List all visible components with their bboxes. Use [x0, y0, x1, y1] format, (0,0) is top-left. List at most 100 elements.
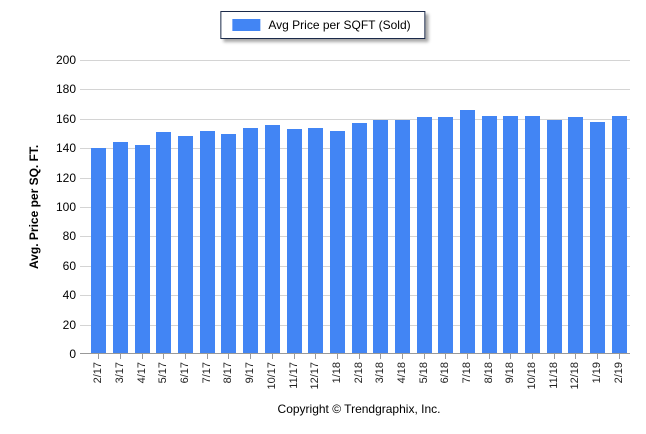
bar-slot-1/18	[327, 60, 349, 354]
x-tick-label-9/17: 9/17	[244, 362, 257, 384]
x-tick-slot-6/17	[175, 354, 197, 359]
x-tick-slot-11/18	[543, 354, 565, 359]
x-tick-label-7/17: 7/17	[200, 362, 213, 384]
legend: Avg Price per SQFT (Sold)	[220, 11, 426, 39]
x-tick-9/18	[510, 354, 512, 359]
bar-9/17	[243, 127, 259, 354]
bar-8/18	[481, 115, 497, 354]
x-label-slot-3/17: 3/17	[110, 362, 132, 383]
y-tick-label-140: 140	[55, 141, 76, 156]
x-tick-label-9/18: 9/18	[504, 362, 517, 384]
x-tick-label-4/18: 4/18	[395, 362, 408, 384]
bar-slot-8/17	[218, 60, 240, 354]
x-tick-slot-9/17	[240, 354, 262, 359]
x-label-slot-10/18: 10/18	[522, 362, 544, 390]
bar-7/18	[460, 109, 476, 354]
x-tick-slot-10/17	[262, 354, 284, 359]
x-label-slot-12/17: 12/17	[305, 362, 327, 390]
x-tick-label-1/19: 1/19	[591, 362, 604, 384]
x-tick-slot-2/18	[348, 354, 370, 359]
x-label-slot-5/17: 5/17	[153, 362, 175, 383]
x-tick-slot-12/18	[565, 354, 587, 359]
x-tick-11/17	[293, 354, 295, 359]
bar-slot-7/18	[457, 60, 479, 354]
x-label-slot-9/17: 9/17	[240, 362, 262, 383]
bar-8/17	[221, 133, 237, 354]
x-label-slot-8/18: 8/18	[478, 362, 500, 383]
x-tick-3/17	[120, 354, 122, 359]
bar-slot-1/19	[587, 60, 609, 354]
bar-slot-6/17	[175, 60, 197, 354]
x-tick-label-2/17: 2/17	[92, 362, 105, 384]
bar-5/17	[156, 132, 172, 354]
x-tick-2/17	[98, 354, 100, 359]
x-tick-1/19	[597, 354, 599, 359]
x-tick-label-10/17: 10/17	[265, 362, 278, 390]
bar-7/17	[199, 130, 215, 354]
x-tick-slot-3/17	[110, 354, 132, 359]
bar-6/18	[438, 117, 454, 354]
bar-slot-10/17	[262, 60, 284, 354]
x-tick-12/18	[575, 354, 577, 359]
y-tick-label-200: 200	[55, 53, 76, 67]
x-axis-line	[80, 353, 630, 354]
x-tick-11/18	[553, 354, 555, 359]
bar-slot-5/17	[153, 60, 175, 354]
x-tick-slot-1/18	[327, 354, 349, 359]
bar-slot-4/17	[131, 60, 153, 354]
bar-6/17	[178, 136, 194, 354]
x-tick-6/18	[445, 354, 447, 359]
bar-slot-12/17	[305, 60, 327, 354]
x-axis-labels: 2/17 3/17 4/17 5/17 6/17 7/17 8/17 9/17 10/17 11/…	[88, 362, 630, 390]
x-tick-10/18	[532, 354, 534, 359]
bar-slot-12/18	[565, 60, 587, 354]
x-tick-slot-2/19	[609, 354, 631, 359]
y-tick-label-40: 40	[62, 288, 76, 303]
x-tick-5/18	[423, 354, 425, 359]
x-tick-slot-5/17	[153, 354, 175, 359]
x-tick-label-7/18: 7/18	[461, 362, 474, 384]
x-tick-slot-11/17	[283, 354, 305, 359]
x-tick-label-4/17: 4/17	[135, 362, 148, 384]
bar-slot-5/18	[413, 60, 435, 354]
x-tick-label-12/17: 12/17	[309, 362, 322, 390]
x-label-slot-6/18: 6/18	[435, 362, 457, 383]
bar-slot-2/17	[88, 60, 110, 354]
x-tick-label-11/17: 11/17	[287, 362, 300, 389]
bar-4/17	[134, 145, 150, 354]
y-tick-label-20: 20	[62, 317, 76, 332]
gridline-160	[80, 118, 630, 120]
bar-slot-11/18	[543, 60, 565, 354]
bar-2/17	[91, 148, 107, 354]
bar-11/18	[546, 120, 562, 354]
y-tick-label-180: 180	[55, 82, 76, 97]
bar-slot-11/17	[283, 60, 305, 354]
x-label-slot-1/18: 1/18	[327, 362, 349, 383]
y-axis-title: Avg. Price per SQ. FT.	[27, 144, 41, 270]
x-tick-3/18	[380, 354, 382, 359]
x-tick-slot-6/18	[435, 354, 457, 359]
x-axis-ticks	[88, 354, 630, 359]
x-label-slot-7/17: 7/17	[196, 362, 218, 383]
x-label-slot-2/19: 2/19	[609, 362, 631, 383]
x-tick-label-2/18: 2/18	[352, 362, 365, 384]
x-tick-12/17	[315, 354, 317, 359]
x-tick-slot-8/17	[218, 354, 240, 359]
x-tick-label-11/18: 11/18	[547, 362, 560, 389]
bar-4/18	[394, 120, 410, 354]
bar-12/18	[568, 117, 584, 354]
bars-container	[88, 60, 630, 354]
y-tick-label-0: 0	[69, 347, 76, 361]
x-tick-label-8/17: 8/17	[222, 362, 235, 384]
x-label-slot-9/18: 9/18	[500, 362, 522, 383]
bar-12/17	[308, 127, 324, 354]
legend-label: Avg Price per SQFT (Sold)	[268, 18, 411, 32]
gridline-200	[80, 60, 630, 61]
bar-slot-4/18	[392, 60, 414, 354]
x-tick-1/18	[336, 354, 338, 359]
x-tick-label-1/18: 1/18	[330, 362, 343, 384]
x-tick-slot-12/17	[305, 354, 327, 359]
bar-3/17	[113, 142, 129, 354]
bar-slot-2/18	[348, 60, 370, 354]
x-tick-8/17	[228, 354, 230, 359]
